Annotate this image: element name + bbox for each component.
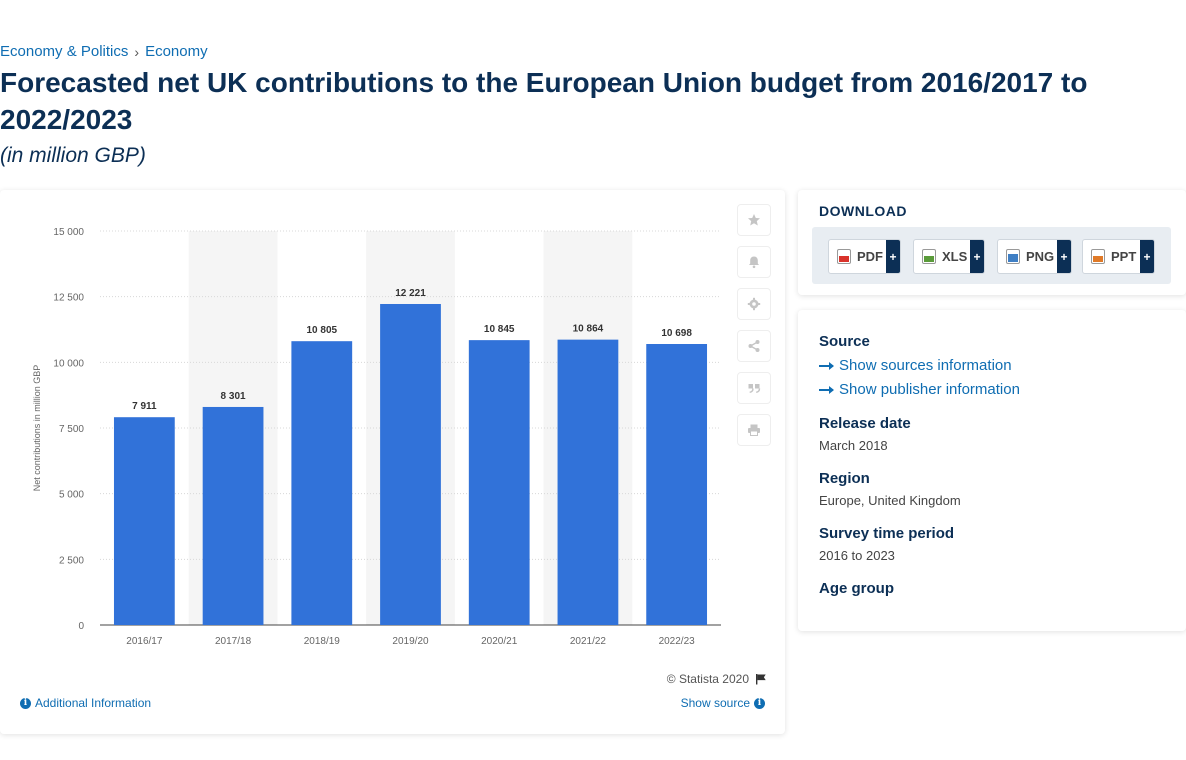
share-icon[interactable] [737, 330, 771, 362]
plus-icon: + [970, 240, 984, 273]
breadcrumb-separator: › [134, 43, 140, 60]
download-heading: DOWNLOAD [819, 203, 907, 219]
download-bar: PDF + XLS + PNG + PPT + [812, 227, 1171, 284]
release-date-heading: Release date [819, 415, 911, 432]
x-tick-label: 2017/18 [215, 636, 252, 647]
bar [202, 406, 264, 625]
download-ppt-button[interactable]: PPT + [1082, 239, 1155, 274]
y-tick-label: 0 [78, 621, 84, 632]
y-tick-label: 12 500 [53, 293, 84, 304]
y-tick-label: 5 000 [59, 490, 84, 501]
y-axis-title: Net contributions in million GBP [32, 365, 42, 492]
png-file-icon [1006, 249, 1020, 264]
flag-icon[interactable] [755, 673, 767, 685]
survey-period-value: 2016 to 2023 [819, 548, 895, 563]
bar [468, 340, 530, 625]
data-label: 10 805 [306, 325, 337, 336]
x-tick-label: 2016/17 [126, 636, 163, 647]
xls-file-icon [922, 249, 936, 264]
breadcrumb-item-economy[interactable]: Economy [145, 43, 208, 60]
show-publisher-label: Show publisher information [839, 381, 1020, 398]
chart-toolbar [737, 204, 771, 446]
data-label: 7 911 [132, 401, 157, 412]
data-label: 10 698 [661, 328, 692, 339]
survey-period-heading: Survey time period [819, 525, 955, 542]
show-sources-link[interactable]: Show sources information [819, 357, 1012, 374]
gear-icon[interactable] [737, 288, 771, 320]
source-heading: Source [819, 333, 870, 350]
download-card: DOWNLOAD PDF + XLS + PNG + PPT + [798, 190, 1186, 295]
breadcrumb: Economy & Politics › Economy [0, 43, 208, 60]
show-publisher-link[interactable]: Show publisher information [819, 381, 1020, 398]
y-tick-label: 15 000 [53, 227, 84, 238]
data-label: 8 301 [221, 391, 246, 402]
y-tick-label: 7 500 [59, 424, 84, 435]
download-xls-button[interactable]: XLS + [913, 239, 985, 274]
download-pdf-label: PDF [857, 249, 883, 264]
bar [291, 341, 353, 625]
credit-text: © Statista 2020 [666, 672, 749, 686]
ppt-file-icon [1091, 249, 1105, 264]
info-icon: i [20, 697, 31, 709]
bar-chart: 0 2 500 5 000 7 500 10 000 12 500 15 000 7 911 2… [32, 227, 721, 647]
arrow-right-icon [819, 385, 834, 394]
info-icon: i [754, 697, 765, 709]
plus-icon: + [1140, 240, 1154, 273]
download-xls-label: XLS [942, 249, 968, 264]
pdf-file-icon [837, 249, 851, 264]
plus-icon: + [886, 240, 900, 273]
data-label: 10 864 [573, 324, 604, 335]
x-tick-label: 2021/22 [570, 636, 607, 647]
plus-icon: + [1057, 240, 1071, 273]
bar [557, 339, 619, 625]
data-label: 10 845 [484, 324, 515, 335]
show-source-link[interactable]: Show source i [681, 696, 765, 710]
age-group-heading: Age group [819, 580, 894, 597]
bar [113, 417, 175, 625]
statistic-details-card: Source Show sources information Show pub… [798, 310, 1186, 631]
top-bar [0, 0, 1186, 40]
x-tick-label: 2019/20 [392, 636, 429, 647]
y-tick-label: 10 000 [53, 358, 84, 369]
chart-card: 0 2 500 5 000 7 500 10 000 12 500 15 000 7 911 2… [0, 190, 785, 734]
additional-information-label: Additional Information [35, 696, 152, 710]
statista-credit: © Statista 2020 [667, 672, 767, 686]
bar [380, 303, 441, 625]
show-source-label: Show source [680, 696, 750, 710]
data-label: 12 221 [395, 288, 426, 299]
breadcrumb-item-economy-politics[interactable]: Economy & Politics [0, 43, 129, 60]
bar [646, 343, 708, 625]
show-sources-label: Show sources information [839, 357, 1012, 374]
download-png-label: PNG [1026, 249, 1055, 264]
page-title: Forecasted net UK contributions to the E… [0, 67, 1088, 135]
star-icon[interactable] [737, 204, 771, 236]
release-date-value: March 2018 [819, 438, 888, 453]
download-ppt-label: PPT [1111, 249, 1137, 264]
download-pdf-button[interactable]: PDF + [828, 239, 901, 274]
bell-icon[interactable] [737, 246, 771, 278]
page-subtitle: (in million GBP) [0, 144, 146, 167]
x-tick-label: 2018/19 [304, 636, 341, 647]
x-tick-label: 2020/21 [481, 636, 518, 647]
additional-information-link[interactable]: i Additional Information [20, 696, 151, 710]
quote-icon[interactable] [737, 372, 771, 404]
x-tick-label: 2022/23 [659, 636, 696, 647]
print-icon[interactable] [737, 414, 771, 446]
region-value: Europe, United Kingdom [819, 493, 961, 508]
arrow-right-icon [819, 361, 834, 370]
region-heading: Region [819, 470, 870, 487]
download-png-button[interactable]: PNG + [997, 239, 1072, 274]
y-tick-label: 2 500 [59, 555, 84, 566]
